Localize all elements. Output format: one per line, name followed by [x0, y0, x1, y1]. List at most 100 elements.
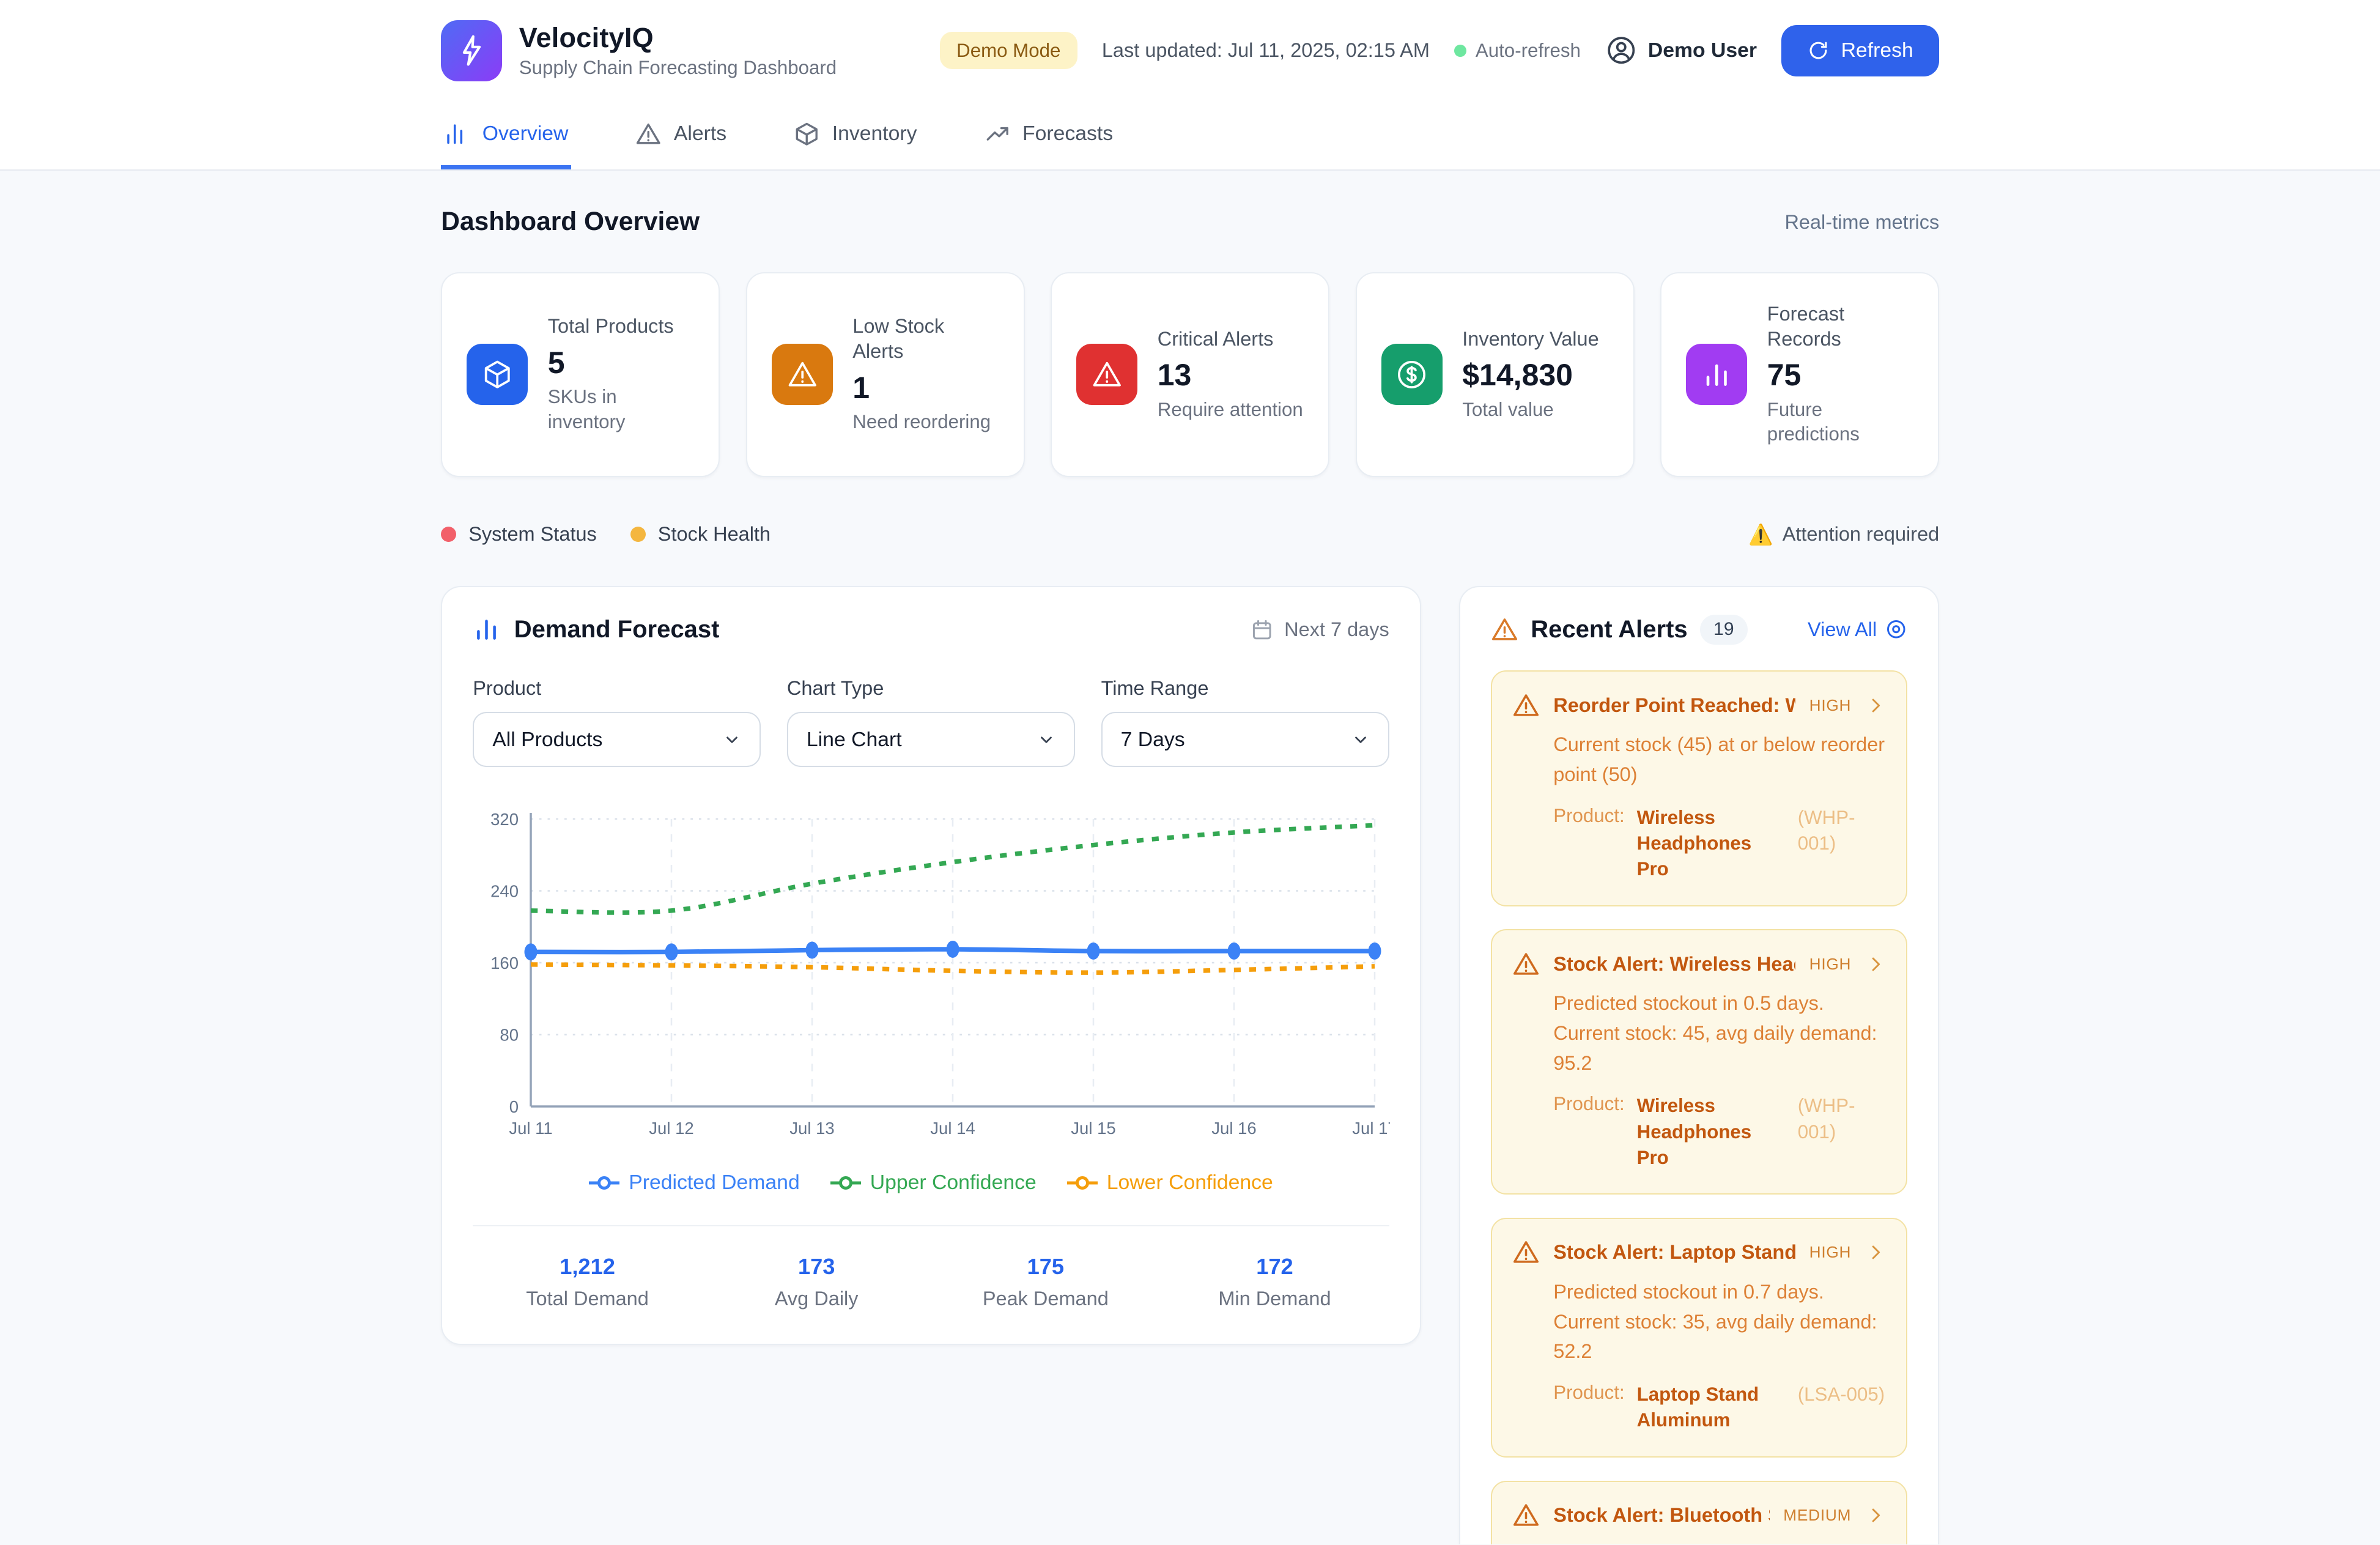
calendar-icon — [1253, 620, 1271, 640]
tab-overview[interactable]: Overview — [441, 101, 572, 169]
tab-forecasts[interactable]: Forecasts — [981, 101, 1117, 169]
tab-inventory[interactable]: Inventory — [791, 101, 920, 169]
red-dot-icon — [441, 527, 457, 542]
svg-text:80: 80 — [500, 1026, 519, 1045]
legend-marker-icon — [589, 1176, 620, 1190]
alert-description: Predicted stockout in 6.1 days. Current … — [1553, 1540, 1887, 1545]
trending-up-icon — [986, 127, 1008, 141]
user-menu[interactable]: Demo User — [1605, 34, 1757, 67]
svg-text:Jul 13: Jul 13 — [790, 1119, 835, 1138]
product-code: (WHP-001) — [1797, 806, 1855, 854]
recent-alerts-panel: Recent Alerts 19 View All Reorder Point … — [1459, 585, 1940, 1545]
warning-triangle-icon — [1513, 1241, 1539, 1264]
warning-emoji-icon: ⚠️ — [1748, 523, 1773, 546]
green-status-dot-icon — [1454, 44, 1466, 57]
chevron-right-icon — [1872, 698, 1880, 712]
legend-label: Predicted Demand — [629, 1171, 800, 1194]
alerts-panel-title: Recent Alerts — [1531, 615, 1688, 643]
stat-min-demand: 172 Min Demand — [1218, 1254, 1331, 1310]
metric-card-low-stock: Low Stock Alerts 1 Need reordering — [745, 272, 1025, 477]
warning-triangle-icon — [1513, 952, 1539, 975]
demo-mode-badge: Demo Mode — [939, 32, 1077, 69]
product-name: Wireless Headphones Pro — [1636, 1095, 1752, 1168]
demand-forecast-chart: 0 80 160 240 320 Jul 11 Jul 12 Jul 13 Jul 14 Jul … — [473, 807, 1390, 1155]
brand: VelocityIQ Supply Chain Forecasting Dash… — [441, 20, 837, 81]
stock-health-legend: Stock Health — [630, 523, 771, 546]
app-header: VelocityIQ Supply Chain Forecasting Dash… — [0, 0, 2380, 101]
product-label: Product: — [1553, 804, 1625, 826]
svg-text:Jul 16: Jul 16 — [1212, 1119, 1257, 1138]
svg-text:Jul 14: Jul 14 — [931, 1119, 975, 1138]
stat-total-demand: 1,212 Total Demand — [526, 1254, 649, 1310]
product-label: Product: — [1553, 1382, 1625, 1404]
stat-avg-daily: 173 Avg Daily — [774, 1254, 859, 1310]
forecast-period: Next 7 days — [1251, 618, 1389, 642]
user-circle-icon — [1608, 37, 1635, 64]
alert-description: Predicted stockout in 0.5 days. Current … — [1553, 992, 1877, 1074]
metric-card-forecast-records: Forecast Records 75 Future predictions — [1660, 272, 1940, 477]
dollar-circle-icon — [1381, 344, 1443, 405]
alert-card[interactable]: Stock Alert: Wireless Headpho... HIGH Pred… — [1491, 929, 1908, 1195]
legend-item[interactable]: Lower Confidence — [1066, 1171, 1273, 1195]
alert-title: Stock Alert: Bluetooth Spea... — [1553, 1504, 1770, 1526]
chart-legend: Predicted Demand Upper Confidence Lower Co… — [473, 1171, 1389, 1195]
time-range-filter: Time Range 7 Days — [1101, 677, 1389, 767]
chevron-right-icon — [1872, 957, 1880, 971]
alert-title: Reorder Point Reached: Wirele... — [1553, 694, 1795, 716]
nav-tabs: Overview Alerts Inventory Forecasts — [0, 101, 2380, 171]
view-all-link[interactable]: View All — [1808, 618, 1907, 641]
alerts-count-badge: 19 — [1699, 614, 1748, 645]
alert-card[interactable]: Reorder Point Reached: Wirele... HIGH Curr… — [1491, 670, 1908, 906]
forecast-panel-title: Demand Forecast — [514, 616, 720, 643]
alert-description: Predicted stockout in 0.7 days. Current … — [1553, 1280, 1877, 1363]
system-status-legend: System Status — [441, 523, 597, 546]
tab-alerts[interactable]: Alerts — [632, 101, 730, 169]
chevron-right-icon — [1872, 1245, 1880, 1259]
alert-severity-badge: HIGH — [1809, 695, 1852, 714]
legend-marker-icon — [830, 1176, 861, 1190]
product-filter: Product All Products — [473, 677, 761, 767]
bar-chart-icon — [1686, 344, 1748, 405]
svg-text:320: 320 — [490, 810, 519, 829]
chevron-down-icon — [726, 736, 738, 743]
demand-forecast-panel: Demand Forecast Next 7 days Product All … — [441, 585, 1421, 1345]
warning-triangle-icon — [1492, 618, 1518, 640]
package-icon — [796, 122, 818, 146]
yellow-dot-icon — [630, 527, 646, 542]
attention-required-note: ⚠️ Attention required — [1748, 523, 1940, 546]
alert-description: Current stock (45) at or below reorder p… — [1553, 733, 1885, 785]
product-code: (LSA-005) — [1797, 1384, 1885, 1406]
refresh-icon — [1809, 42, 1827, 59]
alerts-list: Reorder Point Reached: Wirele... HIGH Curr… — [1491, 670, 1908, 1545]
time-range-select[interactable]: 7 Days — [1101, 712, 1389, 767]
product-name: Laptop Stand Aluminum — [1636, 1384, 1759, 1431]
legend-item[interactable]: Predicted Demand — [589, 1171, 800, 1195]
warning-triangle-icon — [637, 123, 661, 144]
alert-card[interactable]: Stock Alert: Bluetooth Spea... MEDIUM Pred… — [1491, 1480, 1908, 1545]
alert-title: Stock Alert: Laptop Stand Alu... — [1553, 1241, 1796, 1264]
status-legend: System Status Stock Health ⚠️ Attention … — [441, 523, 1939, 546]
metric-cards: Total Products 5 SKUs in inventory Low S… — [441, 272, 1940, 477]
warning-triangle-icon — [771, 344, 833, 405]
cube-icon — [467, 344, 528, 405]
chevron-down-icon — [1041, 736, 1052, 743]
svg-text:240: 240 — [490, 882, 519, 901]
warning-triangle-icon — [1513, 694, 1539, 716]
product-select[interactable]: All Products — [473, 712, 761, 767]
refresh-button[interactable]: Refresh — [1781, 24, 1940, 76]
alert-severity-badge: MEDIUM — [1783, 1506, 1852, 1524]
last-updated-text: Last updated: Jul 11, 2025, 02:15 AM — [1101, 39, 1430, 61]
legend-item[interactable]: Upper Confidence — [830, 1171, 1037, 1195]
alert-card[interactable]: Stock Alert: Laptop Stand Alu... HIGH Pred… — [1491, 1217, 1908, 1458]
bar-chart-icon — [447, 124, 463, 144]
warning-triangle-icon — [1513, 1504, 1539, 1526]
realtime-metrics-note: Real-time metrics — [1784, 210, 1940, 233]
svg-text:Jul 11: Jul 11 — [509, 1119, 553, 1138]
chevron-right-icon — [1872, 1508, 1880, 1522]
product-label: Product: — [1553, 1093, 1625, 1115]
chart-type-select[interactable]: Line Chart — [786, 712, 1076, 767]
chart-type-filter: Chart Type Line Chart — [786, 677, 1076, 767]
metric-card-inventory-value: Inventory Value $14,830 Total value — [1355, 272, 1635, 477]
stat-peak-demand: 175 Peak Demand — [982, 1254, 1109, 1310]
